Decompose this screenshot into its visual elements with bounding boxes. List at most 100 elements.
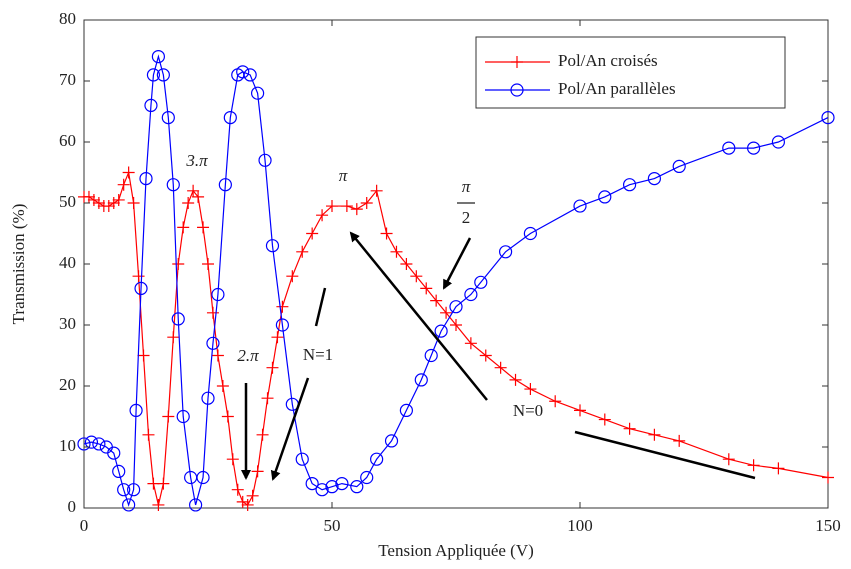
y-tick-label: 20 <box>59 375 76 394</box>
data-point <box>122 166 135 179</box>
data-point <box>360 470 374 485</box>
data-point <box>400 258 413 270</box>
data-point <box>197 221 210 234</box>
data-point <box>722 141 736 155</box>
data-point <box>326 200 338 213</box>
data-point <box>430 294 443 307</box>
data-point <box>176 409 190 424</box>
data-point <box>549 395 562 408</box>
series <box>78 166 834 511</box>
data-point <box>251 86 265 100</box>
legend-marker <box>511 56 523 68</box>
data-point <box>236 495 249 508</box>
data-point <box>206 336 220 350</box>
data-point <box>474 275 488 289</box>
data-point <box>622 178 637 192</box>
data-point <box>414 373 428 387</box>
arrow-line <box>314 287 327 327</box>
data-point <box>306 227 319 240</box>
data-point <box>315 483 329 497</box>
arrow <box>442 237 472 290</box>
data-point <box>117 483 131 497</box>
data-point <box>350 480 364 494</box>
annotation: π <box>339 166 348 185</box>
data-point <box>390 245 403 258</box>
data-point <box>464 337 477 350</box>
data-point <box>112 464 126 478</box>
legend-box <box>475 36 786 109</box>
legend-marker <box>510 83 524 97</box>
data-point <box>92 437 106 451</box>
x-tick-label: 100 <box>567 516 593 535</box>
data-point <box>132 270 145 283</box>
data-point <box>167 331 180 344</box>
data-point <box>271 331 284 344</box>
data-point <box>647 172 662 186</box>
data-point <box>107 197 120 209</box>
data-point <box>243 68 257 82</box>
data-point <box>256 428 269 441</box>
annotation: N=1 <box>303 345 333 364</box>
data-point <box>598 190 612 204</box>
data-point <box>276 300 289 313</box>
annotation: 3.π <box>185 151 208 170</box>
data-point <box>598 413 611 426</box>
data-point <box>161 110 175 125</box>
data-point <box>77 437 91 451</box>
data-point <box>137 349 150 362</box>
fraction-numerator: π <box>462 177 471 196</box>
x-axis-label: Tension Appliquée (V) <box>378 541 534 560</box>
data-point <box>350 203 363 216</box>
data-point <box>82 190 95 203</box>
y-tick-label: 40 <box>59 253 76 272</box>
data-point <box>236 65 250 79</box>
data-point <box>623 422 636 435</box>
data-point <box>305 477 319 491</box>
data-point <box>384 434 399 448</box>
data-point <box>410 270 423 283</box>
data-point <box>142 428 155 441</box>
y-axis-label: Transmission (%) <box>9 204 28 325</box>
data-point <box>177 221 190 234</box>
data-point <box>152 498 165 511</box>
data-point <box>206 306 219 319</box>
data-point <box>295 452 309 466</box>
data-point <box>335 477 349 491</box>
legend-label: Pol/An parallèles <box>558 79 676 98</box>
data-point <box>464 287 478 302</box>
data-point <box>162 410 175 423</box>
data-point <box>211 287 225 302</box>
y-tick-label: 60 <box>59 131 76 150</box>
data-point <box>84 435 99 449</box>
data-point <box>127 197 140 209</box>
data-point <box>211 349 224 362</box>
data-point <box>189 498 203 512</box>
data-point <box>87 193 100 206</box>
data-point <box>241 498 254 511</box>
y-tick-label: 10 <box>59 436 76 455</box>
data-point <box>139 172 153 186</box>
series <box>77 49 835 512</box>
x-tick-label: 0 <box>80 516 89 535</box>
y-tick-label: 70 <box>59 70 76 89</box>
data-point <box>523 226 538 241</box>
legend-label: Pol/An croisés <box>558 51 658 70</box>
series-line <box>83 54 829 507</box>
data-point <box>258 153 272 167</box>
arrow <box>270 377 310 481</box>
data-point <box>112 193 125 206</box>
data-point <box>261 392 274 405</box>
data-point <box>157 477 170 490</box>
data-point <box>187 184 200 197</box>
data-point <box>509 373 522 386</box>
y-tick-label: 50 <box>59 192 76 211</box>
data-point <box>146 68 161 82</box>
series-line <box>84 170 829 506</box>
data-point <box>218 178 232 192</box>
data-point <box>722 453 735 466</box>
data-point <box>380 227 393 240</box>
data-point <box>316 209 329 222</box>
arrow <box>349 231 488 401</box>
data-point <box>286 270 299 283</box>
